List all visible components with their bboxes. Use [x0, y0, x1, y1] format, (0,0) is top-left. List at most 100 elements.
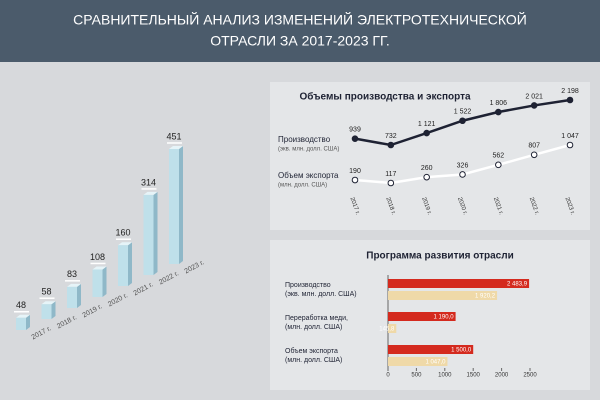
x-tick-label: 2000 — [495, 373, 509, 379]
point — [423, 173, 430, 181]
legend-label: Объем экспорта — [278, 171, 339, 180]
x-tick-label: 2017 г. — [349, 197, 361, 216]
x-tick-label: 2020 г. — [456, 197, 468, 216]
chart-title: Объемы производства и экспорта — [299, 91, 471, 103]
category-unit: (млн. долл. США) — [285, 324, 342, 331]
bar — [388, 357, 448, 366]
x-tick-label: 0 — [386, 373, 390, 379]
bar — [92, 269, 103, 297]
bar — [143, 194, 154, 275]
category-label: Объем экспорта — [285, 347, 338, 355]
point — [566, 96, 574, 104]
value-label: 1 806 — [490, 100, 508, 107]
bar-top — [169, 145, 183, 149]
x-tick-label: 2020 г. — [107, 292, 129, 308]
bar — [388, 291, 498, 300]
header-bar — [0, 0, 600, 62]
value-label: 145,8 — [379, 327, 395, 333]
bar-top — [92, 266, 107, 270]
x-tick-label: 1500 — [467, 373, 481, 379]
bar-side — [77, 283, 81, 308]
x-tick-label: 2023 г. — [564, 197, 576, 216]
bar-side — [179, 145, 183, 264]
bar-top — [16, 314, 30, 318]
point — [459, 117, 466, 125]
bar — [388, 312, 456, 321]
value-label: 48 — [16, 300, 26, 310]
bar — [67, 286, 77, 308]
bar-top — [67, 283, 81, 287]
point — [566, 141, 574, 149]
x-tick-label: 2018 г. — [56, 314, 78, 330]
legend-unit: (млн. долл. США) — [278, 183, 327, 189]
value-label: 562 — [492, 153, 504, 160]
value-label: 1 047 — [561, 133, 579, 140]
chart-title: Программа развития отрасли — [366, 251, 513, 262]
value-label: 1 047,0 — [425, 360, 446, 366]
value-label: 58 — [41, 287, 51, 297]
category-unit: (млн. долл. США) — [285, 357, 342, 364]
value-label: 2 021 — [525, 93, 543, 100]
value-label: 2 483,9 — [507, 282, 528, 288]
title-line: ОТРАСЛИ ЗА 2017-2023 ГГ. — [210, 33, 390, 49]
value-label: 939 — [349, 126, 361, 133]
legend-unit: (экв. млн. долл. США) — [278, 147, 339, 153]
point — [530, 151, 538, 159]
legend-label: Производство — [278, 135, 331, 144]
point — [530, 102, 538, 109]
bar-top — [118, 242, 132, 246]
x-tick-label: 2022 г. — [528, 197, 540, 216]
x-tick-label: 2017 г. — [31, 325, 53, 341]
x-tick-label: 1000 — [438, 373, 452, 379]
title-line: СРАВНИТЕЛЬНЫЙ АНАЛИЗ ИЗМЕНЕНИЙ ЭЛЕКТРОТЕ… — [73, 11, 527, 28]
bar — [388, 324, 397, 333]
value-label: 732 — [385, 133, 397, 140]
category-label: Переработка меди, — [285, 314, 348, 322]
x-tick-label: 2023 г. — [184, 259, 206, 275]
x-tick-label: 2022 г. — [158, 270, 180, 286]
bar — [16, 317, 26, 330]
x-tick-label: 2021 г. — [492, 197, 504, 216]
x-tick-label: 2019 г. — [82, 303, 104, 319]
bar-top — [143, 191, 158, 195]
point — [495, 161, 502, 169]
bar — [118, 245, 128, 286]
value-label: 1 920,2 — [475, 294, 496, 300]
value-label: 160 — [115, 228, 130, 238]
bar — [169, 148, 179, 264]
bar — [41, 304, 52, 319]
value-label: 117 — [385, 171, 396, 178]
x-tick-label: 2019 г. — [420, 197, 432, 216]
value-label: 326 — [457, 162, 469, 169]
value-label: 1 121 — [418, 121, 436, 128]
value-label: 1 500,0 — [451, 348, 472, 354]
x-tick-label: 2500 — [523, 373, 537, 379]
bar-side — [26, 314, 30, 330]
value-label: 1 522 — [454, 109, 472, 116]
bar-side — [51, 301, 56, 319]
bar — [388, 279, 530, 288]
x-tick-label: 500 — [411, 373, 422, 379]
point — [459, 171, 466, 178]
value-label: 83 — [67, 269, 77, 279]
value-label: 1 190,0 — [434, 315, 455, 321]
point — [495, 108, 502, 116]
point — [351, 135, 359, 142]
bar-side — [128, 242, 132, 286]
value-label: 314 — [141, 177, 156, 187]
value-label: 807 — [528, 143, 540, 150]
bar-side — [153, 191, 158, 275]
value-label: 190 — [349, 168, 361, 175]
category-label: Производство — [285, 282, 331, 289]
value-label: 2 198 — [561, 88, 579, 95]
value-label: 451 — [166, 131, 181, 141]
point — [387, 141, 395, 149]
bar-side — [102, 266, 107, 297]
x-tick-label: 2018 г. — [384, 197, 396, 216]
value-label: 260 — [421, 165, 433, 172]
value-label: 108 — [90, 252, 105, 262]
x-tick-label: 2021 г. — [133, 281, 155, 297]
category-unit: (экв. млн. долл. США) — [285, 291, 357, 298]
